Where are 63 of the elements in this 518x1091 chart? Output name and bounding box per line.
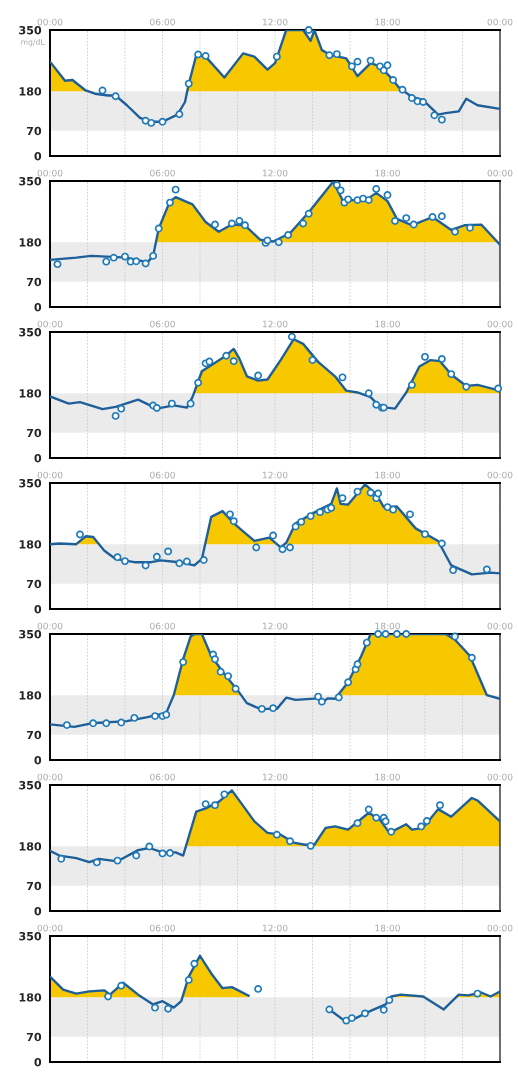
x-tick-label: 12:00 <box>262 169 288 177</box>
y-tick-label: 180 <box>19 691 42 700</box>
y-tick-label: 70 <box>26 126 42 136</box>
x-tick-label: 00:00 <box>487 18 513 26</box>
y-tick-label: 180 <box>19 540 42 549</box>
x-tick-label: 06:00 <box>150 169 175 177</box>
y-tick-label: 70 <box>26 579 42 589</box>
y-tick-label: 350 <box>19 931 42 941</box>
x-tick-label: 18:00 <box>375 320 400 328</box>
x-tick-label: 00:00 <box>37 773 63 781</box>
x-tick-label: 00:00 <box>487 622 513 630</box>
y-tick-label: 350 <box>19 25 42 35</box>
y-tick-label: 70 <box>26 730 42 740</box>
y-tick-label: 350 <box>19 176 42 186</box>
y-tick-label: 350 <box>19 780 42 790</box>
y-tick-label: 70 <box>26 428 42 438</box>
y-tick-label: 70 <box>26 277 42 287</box>
x-tick-label: 00:00 <box>487 471 513 479</box>
x-tick-label: 00:00 <box>37 622 63 630</box>
x-tick-label: 12:00 <box>262 18 288 26</box>
y-tick-label: 70 <box>26 881 42 891</box>
x-tick-label: 00:00 <box>487 169 513 177</box>
y-tick-label: 350 <box>19 629 42 639</box>
y-tick-label: 0 <box>34 302 42 312</box>
x-tick-label: 00:00 <box>487 773 513 781</box>
x-tick-label: 00:00 <box>37 320 63 328</box>
x-tick-label: 18:00 <box>375 18 400 26</box>
x-tick-label: 00:00 <box>37 471 63 479</box>
x-tick-label: 18:00 <box>375 924 400 932</box>
x-tick-label: 06:00 <box>150 471 175 479</box>
y-tick-label: 0 <box>34 604 42 614</box>
x-tick-label: 06:00 <box>150 622 175 630</box>
x-tick-label: 18:00 <box>375 471 400 479</box>
y-tick-label: 180 <box>19 389 42 398</box>
x-tick-label: 12:00 <box>262 320 288 328</box>
x-tick-label: 00:00 <box>37 924 63 932</box>
x-tick-label: 06:00 <box>150 320 175 328</box>
y-tick-label: 0 <box>34 1057 42 1067</box>
x-tick-label: 00:00 <box>37 169 63 177</box>
x-tick-label: 18:00 <box>375 622 400 630</box>
y-tick-label: 180 <box>19 842 42 851</box>
x-tick-label: 18:00 <box>375 773 400 781</box>
x-tick-label: 06:00 <box>150 773 175 781</box>
y-tick-label: 0 <box>34 906 42 916</box>
x-tick-label: 00:00 <box>37 18 63 26</box>
x-tick-label: 18:00 <box>375 169 400 177</box>
y-tick-label: 0 <box>34 453 42 463</box>
x-tick-label: 00:00 <box>487 320 513 328</box>
x-tick-label: 12:00 <box>262 471 288 479</box>
y-tick-label: 180 <box>19 238 42 247</box>
y-tick-label: 0 <box>34 151 42 161</box>
x-tick-label: 06:00 <box>150 18 175 26</box>
y-tick-label: 70 <box>26 1032 42 1042</box>
y-tick-label: 0 <box>34 755 42 765</box>
x-tick-label: 12:00 <box>262 622 288 630</box>
y-tick-label: 180 <box>19 993 42 1002</box>
x-tick-label: 12:00 <box>262 924 288 932</box>
y-tick-label: 350 <box>19 327 42 337</box>
x-tick-label: 00:00 <box>487 924 513 932</box>
y-tick-label: 350 <box>19 478 42 488</box>
x-tick-label: 06:00 <box>150 924 175 932</box>
y-tick-label: 180 <box>19 87 42 96</box>
x-tick-label: 12:00 <box>262 773 288 781</box>
